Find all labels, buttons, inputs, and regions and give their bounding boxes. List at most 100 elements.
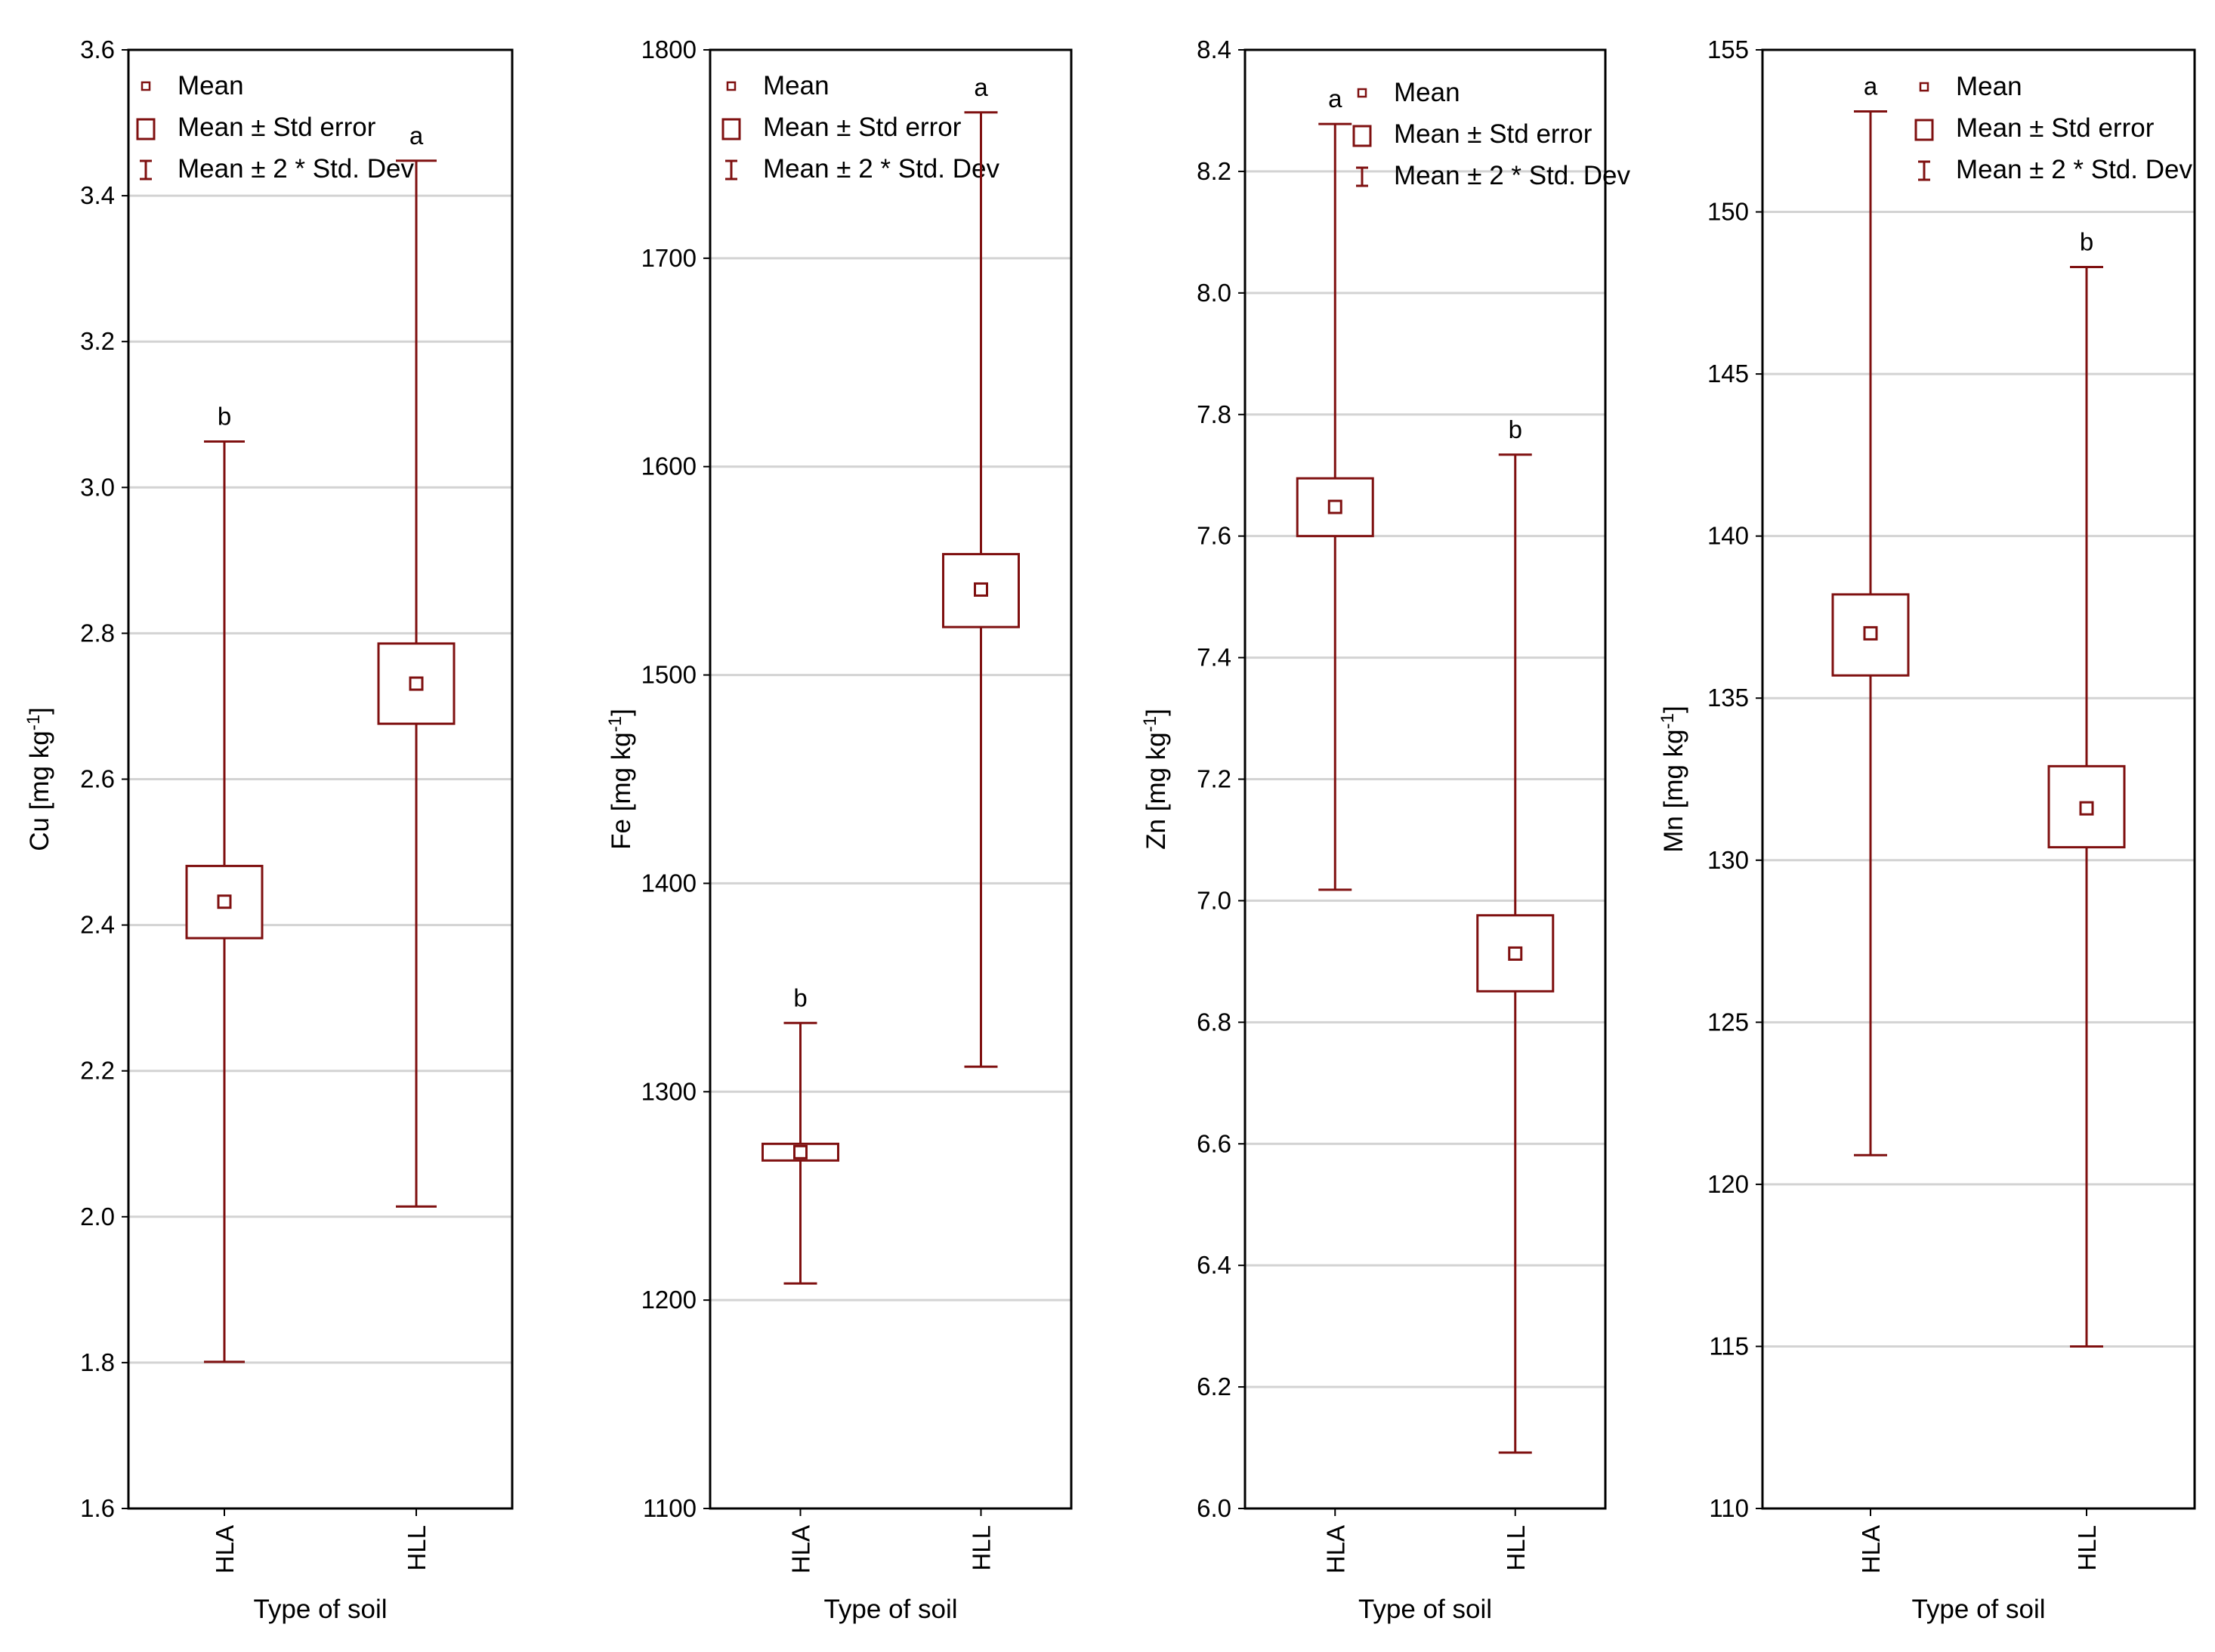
- plot-frame: [1243, 48, 1607, 1510]
- x-tick-label: HLA: [1857, 1525, 1885, 1573]
- series-hll: a: [942, 73, 1020, 1068]
- y-tick-label: 1700: [641, 244, 697, 272]
- legend-std-dev-icon: [1918, 160, 1930, 181]
- legend-label: Mean ± Std error: [763, 113, 962, 142]
- significance-letter: b: [2080, 228, 2093, 256]
- x-tick-label: HLL: [403, 1525, 431, 1571]
- legend-mean-icon: [1919, 82, 1929, 92]
- y-tick-label: 1500: [641, 661, 697, 689]
- y-tick-label: 120: [1707, 1170, 1749, 1198]
- legend-label: Mean: [1956, 72, 2022, 101]
- plot-frame: [1761, 48, 2196, 1510]
- y-tick-label: 8.0: [1197, 279, 1231, 307]
- y-tick-label: 1400: [641, 869, 697, 897]
- legend-label: Mean ± Std error: [1394, 119, 1593, 149]
- y-tick-label: 1.6: [80, 1494, 115, 1522]
- y-tick-label: 1800: [641, 36, 697, 63]
- y-tick-label: 6.8: [1197, 1008, 1231, 1036]
- y-tick-label: 145: [1707, 360, 1749, 388]
- y-tick-label: 3.4: [80, 181, 115, 209]
- mean-marker: [217, 894, 232, 909]
- legend-label: Mean: [1394, 78, 1460, 107]
- mean-marker: [974, 582, 988, 597]
- legend-std-dev-icon: [140, 159, 152, 181]
- mean-marker: [2079, 801, 2094, 816]
- y-tick-label: 2.8: [80, 619, 115, 647]
- significance-letter: a: [974, 73, 988, 101]
- y-tick-label: 2.6: [80, 765, 115, 793]
- series-hll: a: [377, 122, 456, 1208]
- y-tick-label: 1600: [641, 452, 697, 480]
- y-tick-label: 8.2: [1197, 157, 1231, 185]
- legend-mean-icon: [1357, 88, 1367, 98]
- y-tick-label: 115: [1709, 1332, 1749, 1360]
- x-tick-label: HLL: [968, 1525, 996, 1571]
- legend-label: Mean ± 2 * Std. Dev: [178, 154, 414, 184]
- series-hla: b: [762, 983, 839, 1285]
- legend-mean-icon: [726, 81, 737, 91]
- y-tick-label: 1.8: [80, 1348, 115, 1376]
- y-tick-label: 155: [1707, 36, 1749, 63]
- y-axis-title: Fe [mg kg-1]: [605, 709, 636, 850]
- y-tick-label: 6.0: [1197, 1494, 1231, 1522]
- significance-letter: b: [218, 402, 231, 430]
- x-axis-title: Type of soil: [1911, 1595, 2045, 1624]
- y-tick-label: 2.0: [80, 1203, 115, 1231]
- legend-std-dev-icon: [1356, 166, 1368, 187]
- mean-marker: [1508, 946, 1523, 961]
- y-tick-label: 1100: [643, 1494, 697, 1522]
- legend-std-error-icon: [1352, 125, 1372, 147]
- x-tick-label: HLA: [787, 1525, 815, 1573]
- y-tick-label: 110: [1709, 1494, 1749, 1522]
- x-axis-title: Type of soil: [1358, 1595, 1492, 1624]
- x-axis-title: Type of soil: [823, 1595, 957, 1624]
- y-tick-label: 7.2: [1197, 765, 1231, 793]
- chart-panel-cu: 1.6 1.8 2.0 2.2 2.4 2.6 2.8 3.0 3.2 3.4 3.6 HLA HLL T…: [23, 36, 514, 1624]
- series-hla: a: [1831, 73, 1910, 1156]
- x-axis-title: Type of soil: [253, 1595, 387, 1624]
- series-hla: a: [1296, 85, 1374, 891]
- mean-marker: [1327, 499, 1342, 514]
- y-tick-label: 6.4: [1197, 1251, 1231, 1279]
- y-tick-label: 3.2: [80, 327, 115, 355]
- x-tick-label: HLL: [1502, 1525, 1530, 1571]
- legend-label: Mean ± 2 * Std. Dev: [763, 154, 999, 184]
- series-hll: b: [1476, 415, 1555, 1454]
- chart-panel-zn: 6.0 6.2 6.4 6.6 6.8 7.0 7.2 7.4 7.6 7.8 8.0 8.2 8.4 H…: [1140, 36, 1630, 1624]
- y-tick-label: 135: [1707, 684, 1749, 712]
- y-tick-label: 1200: [641, 1286, 697, 1314]
- y-tick-label: 7.8: [1197, 400, 1231, 428]
- legend-std-error-icon: [136, 118, 156, 140]
- legend-label: Mean: [178, 71, 244, 100]
- y-tick-label: 3.6: [80, 36, 115, 63]
- legend-label: Mean ± 2 * Std. Dev: [1956, 155, 2192, 184]
- y-tick-label: 140: [1707, 522, 1749, 550]
- plot-frame: [127, 48, 514, 1510]
- y-tick-label: 3.0: [80, 473, 115, 501]
- series-hla: b: [185, 402, 264, 1363]
- series-hll: b: [2047, 228, 2126, 1348]
- y-tick-label: 2.4: [80, 911, 115, 939]
- y-tick-label: 6.2: [1197, 1373, 1231, 1400]
- y-tick-label: 7.0: [1197, 886, 1231, 914]
- y-tick-label: 1300: [641, 1077, 697, 1105]
- significance-letter: b: [1509, 415, 1522, 443]
- y-axis-title: Mn [mg kg-1]: [1657, 706, 1688, 852]
- mean-marker: [1863, 625, 1878, 641]
- plot-frame: [709, 48, 1073, 1510]
- significance-letter: a: [1864, 73, 1878, 100]
- significance-letter: b: [793, 983, 807, 1011]
- legend-std-error-icon: [721, 118, 741, 140]
- mean-marker: [793, 1144, 808, 1159]
- y-tick-label: 150: [1707, 198, 1749, 226]
- y-tick-label: 7.4: [1197, 644, 1231, 672]
- chart-panel-fe: 1100 1200 1300 1400 1500 1600 1700 1800 HLA HLL Ty…: [605, 36, 1073, 1624]
- y-tick-label: 8.4: [1197, 36, 1231, 63]
- mean-marker: [409, 676, 424, 691]
- y-axis-title: Cu [mg kg-1]: [23, 707, 54, 851]
- y-tick-label: 7.6: [1197, 522, 1231, 550]
- y-tick-label: 125: [1707, 1008, 1749, 1036]
- x-tick-label: HLA: [211, 1525, 239, 1573]
- chart-panel-mn: 110 115 120 125 130 135 140 145 150 155 HLA HLL Type…: [1657, 36, 2196, 1624]
